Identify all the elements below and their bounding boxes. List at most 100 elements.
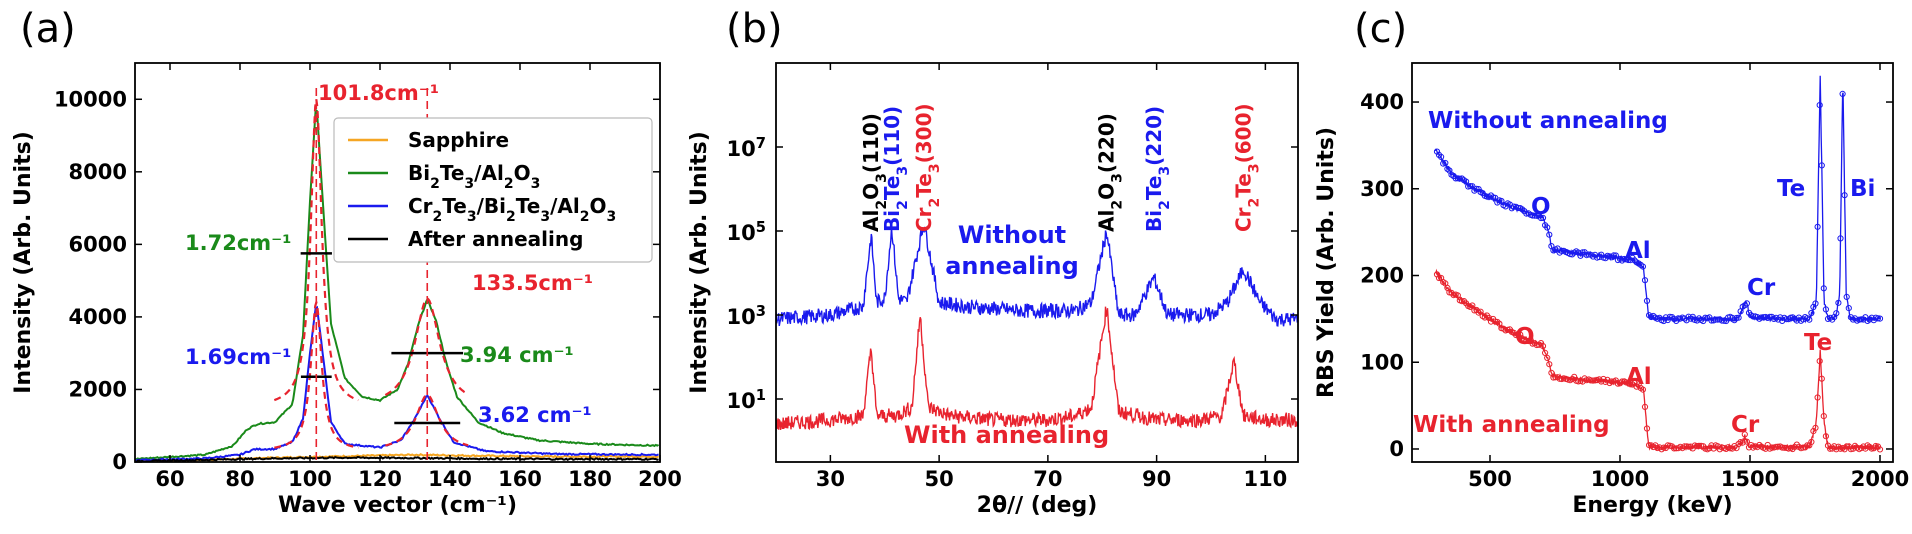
panel-c-ytick-label: 200 xyxy=(1360,264,1404,288)
data-point xyxy=(1542,349,1549,356)
panel-b-xtick-label: 70 xyxy=(1033,467,1062,491)
panel-b-label: (b) xyxy=(726,6,783,52)
label-part: (220) xyxy=(1095,113,1119,173)
panel-c-annotation: Without annealing xyxy=(1428,108,1668,134)
legend-entry: After annealing xyxy=(408,227,583,251)
label-part: (110) xyxy=(859,113,883,173)
panel-a-xtick-label: 140 xyxy=(428,467,472,491)
label-part: Te xyxy=(1232,173,1256,198)
panel-b-frame xyxy=(775,62,1299,463)
panel-a-ytick-label: 0 xyxy=(112,450,127,474)
label-part: 3 xyxy=(464,176,474,192)
label-part: Bi xyxy=(880,210,904,232)
panel-b-xtick-label: 30 xyxy=(816,467,845,491)
label-part: Te xyxy=(912,173,936,198)
panel-a: (a)60 80 100 120 140 160 180 200020004000600080… xyxy=(11,6,682,518)
panel-c-frame xyxy=(1411,62,1894,463)
label-part: Te xyxy=(440,161,465,185)
label-part: (300) xyxy=(912,103,936,163)
label-part: /Al xyxy=(550,194,580,218)
panel-a-ytick-label: 8000 xyxy=(69,160,127,184)
panel-c-annotation: O xyxy=(1531,194,1551,220)
panel-c-xtick-label: 2000 xyxy=(1851,467,1909,491)
tick-base: 10 xyxy=(727,221,756,245)
series-line-2 xyxy=(135,305,659,462)
label-part: Te xyxy=(516,194,541,218)
panel-b-peak-label: Bi2Te3(220) xyxy=(1142,106,1173,232)
label-part: 2 xyxy=(1247,198,1263,208)
label-part: Cr xyxy=(912,207,936,232)
panel-b-ytick-label: 105 xyxy=(727,219,766,246)
panel-b-xtick-label: 110 xyxy=(1243,467,1287,491)
series-line-0 xyxy=(776,226,1298,327)
label-part: Cr xyxy=(408,194,433,218)
panel-c-annotation: Te xyxy=(1777,176,1805,202)
label-part: 2 xyxy=(506,209,516,225)
label-part: /Bi xyxy=(477,194,506,218)
panel-c-annotation: Cr xyxy=(1731,412,1760,438)
panel-a-ylabel: Intensity (Arb. Units) xyxy=(11,131,36,394)
panel-a-frame xyxy=(134,62,661,463)
label-part: 2 xyxy=(874,200,890,210)
label-part: 3 xyxy=(895,166,911,176)
label-part: 2 xyxy=(430,176,440,192)
panel-b-peak-label: Cr2Te3(600) xyxy=(1232,103,1263,232)
series-line-1 xyxy=(1434,268,1881,452)
panel-a-legend: SapphireBi2Te3/Al2O3Cr2Te3/Bi2Te3/Al2O3A… xyxy=(333,117,653,263)
panel-a-ytick-label: 4000 xyxy=(69,305,127,329)
panel-c-ytick-label: 0 xyxy=(1389,437,1404,461)
panel-b-annotation: Without xyxy=(958,221,1066,249)
tick-base: 10 xyxy=(727,389,756,413)
data-point xyxy=(1544,224,1551,231)
panel-b-ytick-label: 101 xyxy=(727,387,766,414)
panel-b-peak-label: Cr2Te3(300) xyxy=(912,103,943,232)
panel-b-annotation: annealing xyxy=(945,252,1079,280)
panel-a-xtick-label: 80 xyxy=(225,467,254,491)
label-part: 3 xyxy=(1157,166,1173,176)
panel-c-label: (c) xyxy=(1354,6,1407,52)
label-part: (600) xyxy=(1232,103,1256,163)
panel-c-xtick-label: 1000 xyxy=(1591,467,1649,491)
label-part: 2 xyxy=(504,176,514,192)
panel-c-annotation: Te xyxy=(1804,330,1832,356)
tick-exponent: 5 xyxy=(756,219,766,236)
panel-a-label: (a) xyxy=(20,6,76,52)
panel-a-ytick-label: 2000 xyxy=(69,377,127,401)
series-line-0 xyxy=(1434,75,1881,324)
panel-c-annotation: Al xyxy=(1626,364,1652,390)
label-part: 2 xyxy=(1157,200,1173,210)
data-point xyxy=(1544,354,1551,361)
label-part: 3 xyxy=(531,176,541,192)
tick-exponent: 7 xyxy=(756,135,766,152)
panel-b-ytick-label: 107 xyxy=(727,135,766,162)
panel-a-ytick-label: 10000 xyxy=(54,87,127,111)
label-part: 2 xyxy=(580,209,590,225)
panel-c-annotation: Bi xyxy=(1850,176,1875,202)
panel-c-xlabel: Energy (keV) xyxy=(1572,493,1732,518)
legend-entry: Cr2Te3/Bi2Te3/Al2O3 xyxy=(408,194,616,225)
label-part: 3 xyxy=(874,173,890,183)
label-part: (110) xyxy=(880,106,904,166)
panel-c-annotation: With annealing xyxy=(1413,412,1610,438)
panel-a-annotation: 101.8cm⁻¹ xyxy=(318,81,439,105)
label-part: 3 xyxy=(540,209,550,225)
label-part: Te xyxy=(1142,176,1166,201)
panel-b-ytick-label: 103 xyxy=(727,303,766,330)
label-part: Cr xyxy=(1232,207,1256,232)
label-part: 3 xyxy=(467,209,477,225)
panel-c-ylabel: RBS Yield (Arb. Units) xyxy=(1314,127,1339,398)
panel-a-ytick-label: 6000 xyxy=(69,232,127,256)
panel-a-xlabel: Wave vector (cm⁻¹) xyxy=(278,493,517,518)
data-point xyxy=(1639,263,1647,270)
panel-c: (c) 500 1000 1500 2000 0 100 200 300 400 Energy (k… xyxy=(1314,6,1909,518)
panel-c-annotation: Al xyxy=(1625,238,1651,264)
data-point xyxy=(1546,361,1553,368)
label-part: After annealing xyxy=(408,227,583,251)
label-part: Bi xyxy=(408,161,430,185)
panel-c-ytick-label: 300 xyxy=(1360,177,1404,201)
data-point xyxy=(1639,386,1647,393)
panel-b-xtick-label: 50 xyxy=(925,467,954,491)
panel-b-peak-label: Al2O3(220) xyxy=(1095,113,1126,232)
